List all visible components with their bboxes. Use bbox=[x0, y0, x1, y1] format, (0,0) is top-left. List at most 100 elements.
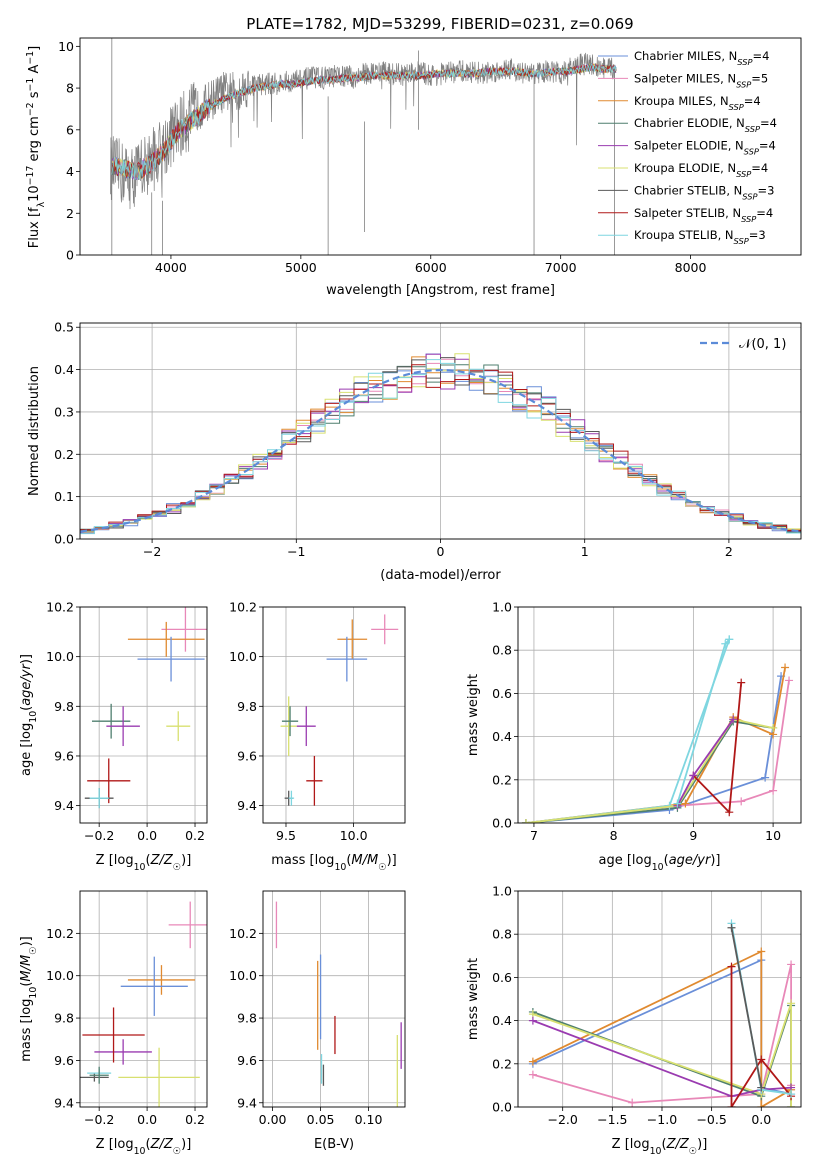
residual-histogram-panel: −2 −1 0 1 2 0.0 0.1 0.2 0.3 0.4 0.5 (data-model)/er… bbox=[27, 320, 802, 583]
y-tick-label: 0.0 bbox=[492, 816, 512, 831]
mass-weight-marker bbox=[727, 1103, 736, 1107]
histogram-series-step bbox=[80, 359, 801, 539]
x-tick-label: 6000 bbox=[415, 260, 447, 275]
y-tick-label: 9.6 bbox=[54, 748, 74, 763]
mass-weight-marker bbox=[757, 1083, 766, 1092]
y-tick-label: 9.6 bbox=[237, 1053, 257, 1068]
y-tick-label: 0.1 bbox=[54, 489, 74, 504]
mass-weight-marker bbox=[727, 962, 736, 971]
spectrum-panel: 4000 5000 6000 7000 8000 0 2 4 6 8 10 wavelength [A… bbox=[25, 37, 802, 298]
mass-weight-marker bbox=[628, 1098, 637, 1107]
y-tick-label: 0 bbox=[66, 248, 74, 263]
errorbar-group bbox=[84, 607, 207, 809]
spectrum-lines bbox=[110, 38, 617, 255]
legend-label: Salpeter ELODIE, NSSP=4 bbox=[634, 139, 776, 157]
x-tick-label: −1.0 bbox=[647, 1112, 677, 1127]
mass-weight-marker bbox=[769, 786, 778, 795]
mass-weight-marker bbox=[787, 960, 796, 969]
y-tick-label: 9.4 bbox=[54, 798, 74, 813]
x-tick-label: 7 bbox=[530, 828, 538, 843]
mass-weight-marker bbox=[781, 663, 790, 672]
legend-label: Kroupa MILES, NSSP=4 bbox=[634, 94, 761, 112]
y-axis-label: Flux [fλ10−17 erg cm−2 s−1 A−1] bbox=[25, 46, 47, 248]
mass-weight-series-line bbox=[730, 927, 763, 1088]
x-axis-label: E(B-V) bbox=[314, 1137, 354, 1152]
mass-weight-marker bbox=[787, 999, 796, 1008]
y-tick-label: 0.8 bbox=[492, 643, 512, 658]
errorbar-group bbox=[80, 901, 207, 1107]
x-axis-label: Z [log10(Z/Z☉)] bbox=[96, 1137, 192, 1157]
mass-weight-marker bbox=[761, 773, 770, 782]
y-tick-label: 10.0 bbox=[229, 968, 257, 983]
mass-weight-marker bbox=[528, 1070, 537, 1079]
mass-weight-marker bbox=[787, 1090, 796, 1099]
normal-reference-curve bbox=[80, 368, 801, 533]
x-tick-label: 10.0 bbox=[340, 828, 368, 843]
y-tick-label: 0.0 bbox=[54, 532, 74, 547]
y-tick-label: 0.4 bbox=[492, 1013, 512, 1028]
y-tick-label: 10.2 bbox=[46, 600, 74, 615]
y-tick-label: 8 bbox=[66, 81, 74, 96]
axes-frame bbox=[517, 606, 802, 824]
mass-vs-extinction-panel: 0.00 0.05 0.10 9.4 9.6 9.8 10.0 10.2 E(B-V) bbox=[229, 890, 406, 1152]
x-tick-label: 0.0 bbox=[751, 1112, 771, 1127]
y-axis-label: age [log10(age/yr)] bbox=[19, 654, 39, 776]
y-tick-label: 9.8 bbox=[237, 1011, 257, 1026]
x-tick-label: −2.0 bbox=[548, 1112, 578, 1127]
legend-label: Salpeter MILES, NSSP=5 bbox=[634, 71, 768, 89]
x-tick-label: 0.2 bbox=[185, 1112, 205, 1127]
legend-label: Chabrier ELODIE, NSSP=4 bbox=[634, 116, 777, 134]
y-tick-label: 9.4 bbox=[237, 1095, 257, 1110]
y-tick-label: 6 bbox=[66, 122, 74, 137]
y-tick-label: 9.8 bbox=[237, 699, 257, 714]
mass-weight-marker bbox=[737, 678, 746, 687]
x-axis-label: Z [log10(Z/Z☉)] bbox=[612, 1137, 708, 1157]
x-axis-label: mass [log10(M/M☉)] bbox=[271, 853, 397, 873]
legend-label: 𝒩(0, 1) bbox=[739, 337, 786, 352]
y-tick-label: 10.2 bbox=[46, 926, 74, 941]
mass-weight-marker bbox=[528, 1016, 537, 1025]
x-tick-label: −0.5 bbox=[696, 1112, 726, 1127]
mass-weight-marker bbox=[737, 797, 746, 806]
y-axis-label: Normed distribution bbox=[27, 366, 42, 496]
x-tick-label: 9 bbox=[689, 828, 697, 843]
y-tick-label: 0.6 bbox=[492, 686, 512, 701]
y-tick-label: 10.0 bbox=[229, 649, 257, 664]
y-tick-label: 10.2 bbox=[229, 600, 257, 615]
x-tick-label: 8000 bbox=[675, 260, 707, 275]
mass-weight-series-line bbox=[525, 718, 774, 823]
x-tick-label: −2 bbox=[143, 544, 161, 559]
legend-label: Salpeter STELIB, NSSP=4 bbox=[634, 206, 773, 224]
model-spectrum-line bbox=[111, 63, 617, 180]
mass-weight-marker bbox=[757, 947, 766, 956]
y-tick-label: 9.6 bbox=[54, 1053, 74, 1068]
y-tick-label: 9.6 bbox=[237, 748, 257, 763]
x-tick-label: −0.2 bbox=[84, 828, 114, 843]
y-tick-label: 0.4 bbox=[492, 729, 512, 744]
y-tick-label: 9.4 bbox=[237, 798, 257, 813]
y-tick-label: 0.3 bbox=[54, 404, 74, 419]
y-tick-label: 0.8 bbox=[492, 927, 512, 942]
x-axis-label: (data-model)/error bbox=[380, 568, 501, 583]
y-tick-label: 9.8 bbox=[54, 1011, 74, 1026]
y-tick-label: 0.4 bbox=[54, 362, 74, 377]
age-vs-mass-panel: 9.5 10.0 9.4 9.6 9.8 10.0 10.2 mass [log10(M/M☉… bbox=[229, 600, 406, 873]
mass-weight-lines bbox=[521, 635, 794, 823]
x-tick-label: 10 bbox=[765, 828, 781, 843]
mass-weight-series-line bbox=[532, 1019, 792, 1098]
mass-weight-marker bbox=[757, 1103, 766, 1107]
y-axis-label: mass weight bbox=[466, 958, 481, 1040]
model-spectrum-line bbox=[111, 63, 617, 180]
mass-weight-marker bbox=[729, 715, 738, 724]
legend-label: Kroupa ELODIE, NSSP=4 bbox=[634, 161, 768, 179]
x-tick-label: 5000 bbox=[285, 260, 317, 275]
mass-weight-series-line bbox=[730, 966, 792, 1107]
x-tick-label: 0.05 bbox=[307, 1112, 335, 1127]
axes-frame bbox=[517, 890, 802, 1108]
x-tick-label: −1.5 bbox=[597, 1112, 627, 1127]
mass-weight-marker bbox=[673, 799, 682, 808]
x-tick-label: 0.10 bbox=[355, 1112, 383, 1127]
y-tick-label: 4 bbox=[66, 164, 74, 179]
mass-weight-marker bbox=[785, 676, 794, 685]
